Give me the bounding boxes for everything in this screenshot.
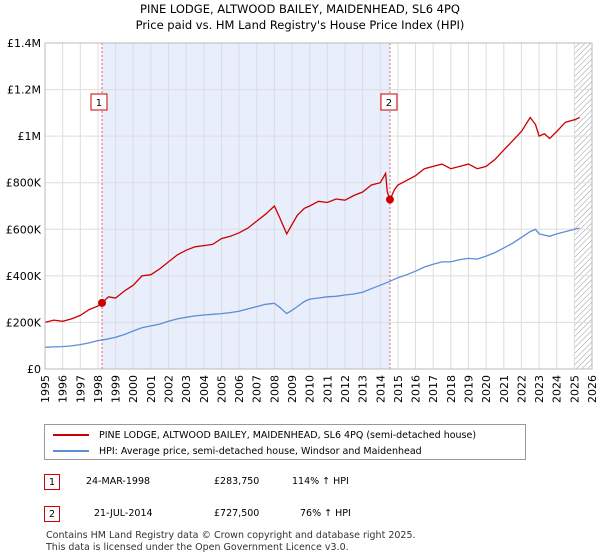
sale-label-box — [380, 93, 398, 111]
x-tick-label: 2009 — [286, 375, 299, 403]
legend-swatch-hpi — [53, 450, 89, 452]
legend: PINE LODGE, ALTWOOD BAILEY, MAIDENHEAD, … — [44, 424, 526, 460]
chart-title-line2: Price paid vs. HM Land Registry's House … — [135, 18, 465, 32]
x-tick-label: 2024 — [551, 375, 564, 403]
x-tick-label: 1999 — [110, 375, 123, 403]
sale-point — [385, 195, 394, 204]
x-tick-label: 2012 — [339, 375, 352, 403]
sale-label-box — [90, 93, 108, 111]
x-tick-label: 2018 — [445, 375, 458, 403]
y-tick-label: £1.2M — [7, 84, 41, 97]
y-tick-label: £0 — [27, 363, 41, 376]
ownership-shading — [101, 43, 390, 369]
property-price-line — [44, 116, 580, 324]
sale-point — [97, 298, 106, 307]
x-tick-label: 2000 — [127, 375, 140, 403]
legend-item-property: PINE LODGE, ALTWOOD BAILEY, MAIDENHEAD, … — [53, 427, 476, 443]
y-tick-label: £800K — [6, 177, 42, 190]
x-tick-label: 2014 — [374, 375, 387, 403]
x-tick-label: 2026 — [586, 375, 599, 403]
x-tick-label: 2008 — [268, 375, 281, 403]
chart-title-line1: PINE LODGE, ALTWOOD BAILEY, MAIDENHEAD, … — [140, 2, 460, 16]
footer-licence: This data is licensed under the Open Gov… — [46, 542, 349, 553]
plot-border — [44, 42, 593, 370]
sale-label: 1 — [96, 98, 102, 109]
y-tick-label: £600K — [6, 223, 42, 236]
x-tick-label: 2002 — [163, 375, 176, 403]
x-tick-label: 2013 — [357, 375, 370, 403]
x-tick-label: 2005 — [215, 375, 228, 403]
x-tick-label: 1997 — [74, 375, 87, 403]
x-tick-label: 2003 — [180, 375, 193, 403]
x-tick-label: 1996 — [57, 375, 70, 403]
legend-label-hpi: HPI: Average price, semi-detached house,… — [99, 445, 422, 457]
transaction-date: 24-MAR-1998 — [86, 476, 151, 487]
x-tick-label: 2023 — [533, 375, 546, 403]
x-tick-label: 2016 — [410, 375, 423, 403]
x-tick-label: 2011 — [321, 375, 334, 403]
legend-item-hpi: HPI: Average price, semi-detached house,… — [53, 443, 422, 459]
x-tick-label: 2019 — [462, 375, 475, 403]
y-tick-label: £200K — [6, 316, 42, 329]
sale-label: 2 — [386, 98, 392, 109]
footer-copyright: Contains HM Land Registry data © Crown c… — [46, 530, 416, 541]
x-tick-label: 2006 — [233, 375, 246, 403]
transaction-price: £727,500 — [214, 508, 260, 519]
x-tick-label: 2001 — [145, 375, 158, 403]
x-tick-label: 2010 — [304, 375, 317, 403]
transaction-hpi-change: 76% ↑ HPI — [300, 508, 351, 519]
y-tick-label: £1.4M — [7, 37, 41, 50]
transaction-date: 21-JUL-2014 — [94, 508, 153, 519]
x-tick-label: 1998 — [92, 375, 105, 403]
y-tick-label: £1M — [18, 130, 42, 143]
x-tick-label: 2025 — [568, 375, 581, 403]
x-tick-label: 2021 — [498, 375, 511, 403]
legend-swatch-property — [53, 434, 89, 436]
x-tick-label: 2007 — [251, 375, 264, 403]
transaction-number-badge: 1 — [44, 474, 60, 490]
forecast-hatch — [574, 43, 592, 369]
transaction-price: £283,750 — [214, 476, 260, 487]
price-chart: 1 2 £0 £200K £400K £600K £800K £1M £1.2M £1.4M 199… — [6, 37, 599, 403]
x-tick-label: 2020 — [480, 375, 493, 403]
y-tick-label: £400K — [6, 270, 42, 283]
transaction-number-badge: 2 — [44, 506, 60, 522]
x-tick-label: 1995 — [39, 375, 52, 403]
x-tick-label: 2004 — [198, 375, 211, 403]
x-tick-label: 2017 — [427, 375, 440, 403]
legend-label-property: PINE LODGE, ALTWOOD BAILEY, MAIDENHEAD, … — [99, 429, 477, 441]
x-tick-label: 2022 — [515, 375, 528, 403]
hpi-line — [44, 227, 580, 348]
x-tick-label: 2015 — [392, 375, 405, 403]
transaction-hpi-change: 114% ↑ HPI — [292, 476, 349, 487]
